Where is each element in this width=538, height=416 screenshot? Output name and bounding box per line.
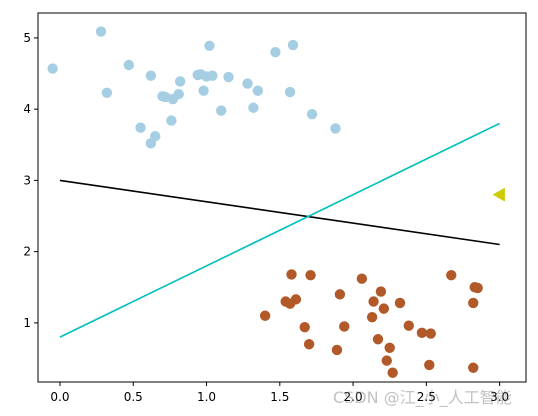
watermark-text: CSDN @江_小_人工智能 bbox=[333, 388, 512, 407]
data-point-series-0 bbox=[145, 70, 157, 81]
data-point-series-1 bbox=[259, 310, 271, 321]
data-point-series-1 bbox=[468, 297, 479, 309]
data-point-series-0 bbox=[287, 39, 299, 51]
x-axis: 0.0 0.5 1.0 1.5 2.0 2.5 3.0 bbox=[50, 382, 509, 404]
data-point-series-1 bbox=[331, 344, 343, 356]
data-point-series-0 bbox=[173, 89, 184, 100]
data-point-series-1 bbox=[339, 321, 350, 332]
line-series-3 bbox=[59, 122, 500, 338]
data-point-series-1 bbox=[356, 273, 368, 284]
data-point-series-0 bbox=[215, 105, 227, 116]
data-point-series-0 bbox=[95, 26, 107, 37]
data-point-series-0 bbox=[284, 86, 296, 98]
data-point-series-0 bbox=[101, 87, 113, 98]
y-tick-label: 1 bbox=[23, 316, 31, 330]
data-point-series-0 bbox=[306, 108, 318, 120]
data-point-series-0 bbox=[166, 115, 177, 126]
data-point-series-1 bbox=[378, 303, 390, 314]
data-point-series-0 bbox=[270, 46, 281, 58]
data-point-series-0 bbox=[207, 70, 218, 81]
data-point-series-0 bbox=[123, 59, 135, 71]
y-tick-label: 5 bbox=[23, 31, 31, 45]
data-point-series-0 bbox=[198, 85, 209, 96]
data-point-series-0 bbox=[242, 78, 253, 89]
data-point-series-0 bbox=[47, 63, 58, 74]
y-tick-label: 3 bbox=[23, 173, 31, 187]
data-point-series-1 bbox=[384, 342, 395, 354]
data-point-series-0 bbox=[252, 85, 264, 96]
data-point-series-1 bbox=[334, 289, 346, 300]
data-point-series-1 bbox=[375, 286, 387, 297]
data-point-series-1 bbox=[446, 269, 457, 281]
line-series-2 bbox=[59, 179, 500, 246]
x-tick-label: 0.0 bbox=[50, 390, 69, 404]
data-point-series-0 bbox=[248, 102, 259, 113]
data-point-series-1 bbox=[468, 362, 479, 373]
data-point-series-1 bbox=[305, 269, 316, 281]
x-tick-label: 2.5 bbox=[417, 390, 436, 404]
data-point-series-1 bbox=[299, 321, 310, 333]
triangle-marker bbox=[492, 187, 505, 202]
y-tick-label: 4 bbox=[23, 102, 31, 116]
data-point-series-1 bbox=[424, 359, 435, 371]
data-point-series-0 bbox=[330, 123, 341, 134]
data-point-series-0 bbox=[204, 40, 215, 51]
data-point-series-1 bbox=[403, 320, 414, 331]
x-tick-label: 0.5 bbox=[124, 390, 143, 404]
data-point-series-0 bbox=[174, 76, 186, 87]
x-tick-label: 3.0 bbox=[490, 390, 509, 404]
data-point-series-1 bbox=[387, 367, 398, 378]
data-point-series-1 bbox=[416, 327, 428, 339]
data-point-series-0 bbox=[150, 131, 161, 142]
data-point-series-1 bbox=[290, 294, 302, 305]
data-point-series-1 bbox=[394, 297, 406, 309]
x-tick-label: 2.0 bbox=[344, 390, 363, 404]
data-point-series-1 bbox=[381, 355, 392, 366]
data-point-series-1 bbox=[472, 282, 483, 294]
plot-frame bbox=[37, 12, 527, 383]
x-tick-label: 1.5 bbox=[270, 390, 289, 404]
data-point-series-1 bbox=[368, 296, 379, 307]
data-point-series-0 bbox=[223, 71, 234, 83]
data-point-series-1 bbox=[425, 328, 436, 339]
x-tick-label: 1.0 bbox=[197, 390, 216, 404]
data-point-series-0 bbox=[135, 122, 146, 133]
plot-background bbox=[38, 13, 526, 382]
y-axis: 1 2 3 4 5 bbox=[23, 31, 38, 330]
data-point-series-1 bbox=[286, 269, 297, 280]
data-point-series-1 bbox=[366, 311, 378, 323]
y-tick-label: 2 bbox=[23, 245, 31, 259]
series-layer bbox=[47, 26, 505, 378]
data-point-series-1 bbox=[372, 334, 384, 345]
data-point-series-1 bbox=[303, 339, 315, 350]
